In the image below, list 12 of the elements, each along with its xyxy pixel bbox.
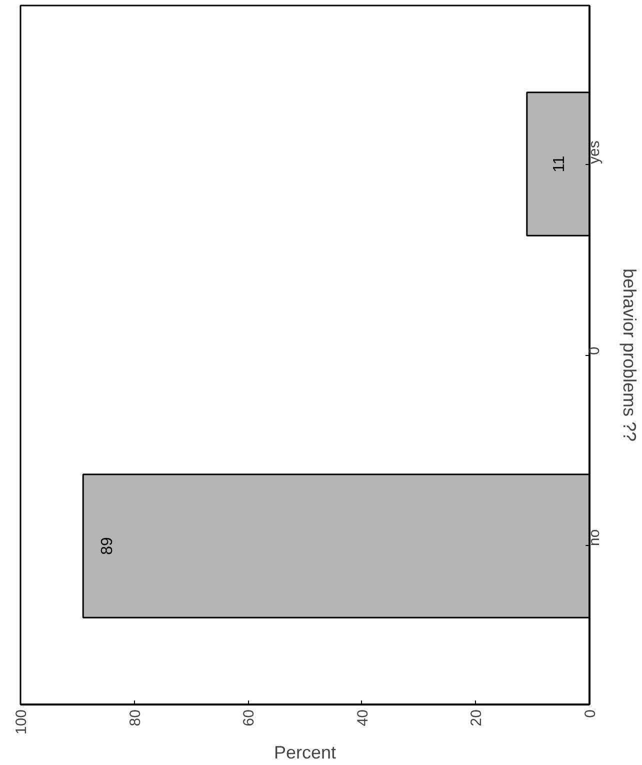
y-tick-label: 0 bbox=[586, 346, 603, 355]
data-label: 11 bbox=[551, 156, 568, 172]
x-tick-label: 20 bbox=[468, 709, 486, 726]
x-tick-label: 100 bbox=[13, 709, 30, 735]
y-axis-title: behavior problems ?? bbox=[620, 268, 640, 442]
x-tick-label: 60 bbox=[240, 709, 258, 726]
x-tick-label: 80 bbox=[126, 709, 144, 726]
y-tick-label: no bbox=[586, 529, 603, 546]
y-tick-label: yes bbox=[586, 140, 603, 164]
x-tick-label: 40 bbox=[354, 709, 372, 726]
data-label: 89 bbox=[98, 536, 116, 555]
x-axis-title: Percent bbox=[274, 742, 336, 763]
